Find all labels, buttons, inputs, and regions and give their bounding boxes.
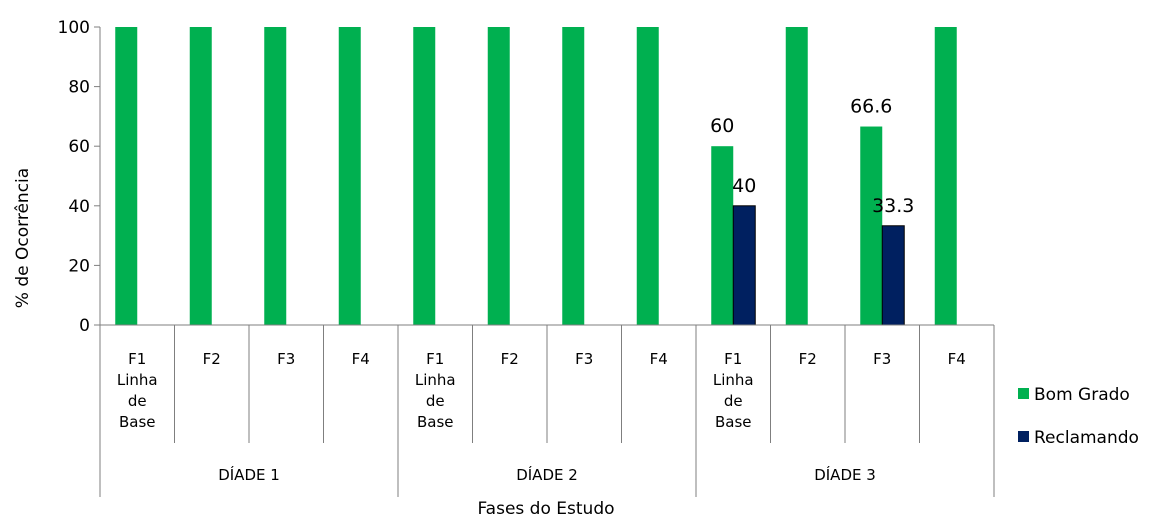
category-label: F4 — [948, 350, 966, 368]
category-label-line: F2 — [501, 350, 519, 368]
category-label-line: de — [426, 392, 445, 410]
bar-bom-grado — [934, 27, 957, 325]
y-tick-label: 40 — [68, 197, 90, 217]
legend-label-reclamando: Reclamando — [1034, 428, 1139, 448]
legend-swatch-bom-grado — [1018, 388, 1029, 399]
category-label: F3 — [277, 350, 295, 368]
category-label-line: F1 — [426, 350, 444, 368]
category-label: F1 Linha de Base — [415, 350, 456, 431]
category-label: F3 — [575, 350, 593, 368]
category-label: F1 Linha de Base — [713, 350, 754, 431]
category-label: F4 — [650, 350, 668, 368]
category-label-line: Linha — [117, 371, 158, 389]
y-tick-label: 20 — [68, 256, 90, 276]
category-label-line: F1 — [128, 350, 146, 368]
category-label-line: Base — [715, 413, 752, 431]
bar-bom-grado — [562, 27, 585, 325]
legend-label-bom-grado: Bom Grado — [1034, 385, 1130, 405]
category-label-line: de — [724, 392, 743, 410]
y-axis-title: % de Ocorrência — [13, 168, 33, 308]
y-ticks: 0 20 40 60 80 100 — [58, 18, 90, 336]
bar-bom-grado — [189, 27, 212, 325]
bar-bom-grado — [115, 27, 138, 325]
x-categories: F1 Linha de Base F2 F3 F4 F1 Linha de Base F2 F3 F4 F1… — [117, 350, 966, 484]
category-label-line: Base — [119, 413, 156, 431]
category-label-line: Linha — [713, 371, 754, 389]
category-label-line: F2 — [203, 350, 221, 368]
category-label: F3 — [873, 350, 891, 368]
group-label: DÍADE 1 — [218, 465, 280, 484]
category-label-line: F4 — [650, 350, 668, 368]
x-axis-title: Fases do Estudo — [477, 499, 614, 519]
bar-bom-grado — [860, 126, 883, 325]
bar-bom-grado — [487, 27, 510, 325]
y-tick-label: 80 — [68, 78, 90, 98]
category-label: F2 — [501, 350, 519, 368]
data-label-bom-grado: 60 — [710, 115, 734, 137]
bar-bom-grado — [636, 27, 659, 325]
category-label-line: F4 — [352, 350, 370, 368]
group-label: DÍADE 3 — [814, 465, 876, 484]
category-label-line: F2 — [799, 350, 817, 368]
bar-reclamando — [881, 225, 905, 326]
category-label-line: Linha — [415, 371, 456, 389]
legend: Bom Grado Reclamando — [1018, 385, 1139, 448]
data-label-reclamando: 33.3 — [872, 195, 914, 217]
bar-bom-grado — [264, 27, 287, 325]
category-label-line: F3 — [873, 350, 891, 368]
category-label: F4 — [352, 350, 370, 368]
category-label-line: Base — [417, 413, 454, 431]
category-label: F1 Linha de Base — [117, 350, 158, 431]
bar-reclamando — [732, 205, 756, 326]
axes — [94, 26, 995, 497]
data-labels: 60 66.6 40 33.3 — [710, 96, 914, 217]
data-label-reclamando: 40 — [732, 175, 756, 197]
category-label-line: F3 — [277, 350, 295, 368]
category-label-line: F1 — [724, 350, 742, 368]
category-label-line: de — [128, 392, 147, 410]
category-label: F2 — [799, 350, 817, 368]
bar-bom-grado — [711, 146, 734, 325]
group-label: DÍADE 2 — [516, 465, 578, 484]
legend-swatch-reclamando — [1018, 431, 1029, 442]
data-label-bom-grado: 66.6 — [850, 96, 892, 118]
bar-bom-grado — [338, 27, 361, 325]
category-label-line: F3 — [575, 350, 593, 368]
y-tick-label: 100 — [58, 18, 90, 38]
y-tick-label: 0 — [79, 316, 90, 336]
category-label-line: F4 — [948, 350, 966, 368]
y-tick-label: 60 — [68, 137, 90, 157]
bar-bom-grado — [785, 27, 808, 325]
bar-bom-grado — [413, 27, 436, 325]
plot-area — [115, 27, 957, 326]
category-label: F2 — [203, 350, 221, 368]
